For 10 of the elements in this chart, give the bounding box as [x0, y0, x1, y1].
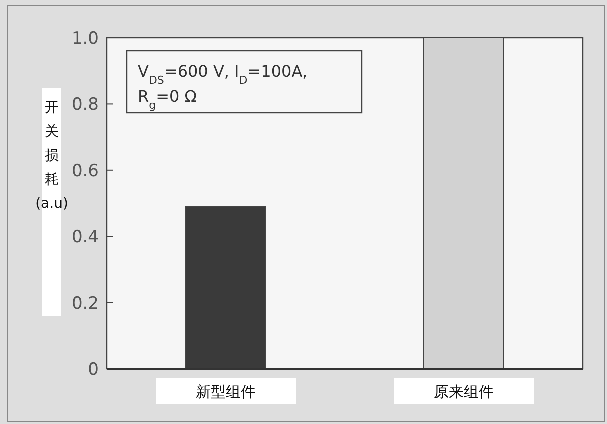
- y-tick-label: 0.2: [72, 294, 99, 314]
- y-tick-label: 0.8: [72, 95, 99, 116]
- y-axis-title: 开关损耗(a.u): [36, 100, 68, 212]
- y-tick-label: 0.4: [72, 228, 99, 248]
- y-tick-label: 1.0: [72, 29, 99, 49]
- y-tick-label: 0.6: [72, 161, 99, 182]
- x-tick-label: 原来组件: [434, 383, 494, 401]
- text: V$_{DS}$=600 V, I$_{D}$=100A, R$_{g}$=0 Ω: [138, 62, 308, 112]
- x-tick-label: 新型组件: [196, 383, 256, 401]
- y-tick-label: 0: [88, 360, 99, 380]
